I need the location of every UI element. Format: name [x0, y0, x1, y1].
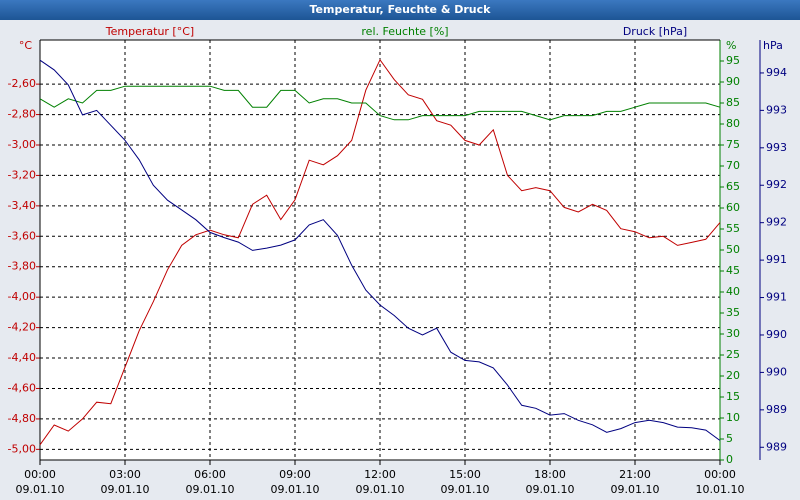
y3-tick-label: 991 — [766, 253, 787, 266]
y-axis-label: Temperatur [°C] — [105, 25, 194, 38]
y-tick-label: -3,60 — [8, 229, 36, 242]
y3-tick-label: 993 — [766, 141, 787, 154]
y2-tick-label: 50 — [726, 243, 740, 256]
y2-tick-label: 40 — [726, 285, 740, 298]
y-tick-label: -4,60 — [8, 381, 36, 394]
y-tick-label: -5,00 — [8, 442, 36, 455]
y3-tick-label: 989 — [766, 403, 787, 416]
y-tick-label: -4,20 — [8, 321, 36, 334]
x-tick-date: 09.01.10 — [356, 483, 405, 496]
y2-tick-label: 30 — [726, 327, 740, 340]
y-tick-label: -4,40 — [8, 351, 36, 364]
y2-tick-label: 60 — [726, 201, 740, 214]
y-tick-label: -3,40 — [8, 199, 36, 212]
y3-tick-label: 992 — [766, 216, 787, 229]
y2-tick-label: 80 — [726, 117, 740, 130]
y-tick-label: -4,80 — [8, 412, 36, 425]
y2-unit: % — [726, 39, 736, 52]
y2-axis-label: rel. Feuchte [%] — [361, 25, 448, 38]
y3-tick-label: 991 — [766, 291, 787, 304]
y2-tick-label: 85 — [726, 96, 740, 109]
x-tick-label: 09:00 — [279, 468, 311, 481]
y3-tick-label: 993 — [766, 103, 787, 116]
series-line — [39, 59, 721, 441]
y-tick-label: -3,20 — [8, 168, 36, 181]
x-tick-label: 00:00 — [704, 468, 736, 481]
series-line — [39, 58, 721, 446]
x-tick-date: 09.01.10 — [611, 483, 660, 496]
y2-tick-label: 95 — [726, 54, 740, 67]
y2-tick-label: 90 — [726, 75, 740, 88]
x-tick-date: 09.01.10 — [16, 483, 65, 496]
y2-tick-label: 5 — [726, 432, 733, 445]
y2-tick-label: 0 — [726, 453, 733, 466]
y3-axis-label: Druck [hPa] — [623, 25, 687, 38]
x-tick-date: 09.01.10 — [441, 483, 490, 496]
y-tick-label: -3,00 — [8, 138, 36, 151]
y2-tick-label: 15 — [726, 390, 740, 403]
x-tick-label: 00:00 — [24, 468, 56, 481]
x-tick-date: 09.01.10 — [101, 483, 150, 496]
y3-tick-label: 992 — [766, 178, 787, 191]
x-tick-label: 12:00 — [364, 468, 396, 481]
y2-tick-label: 65 — [726, 180, 740, 193]
x-tick-date: 09.01.10 — [271, 483, 320, 496]
x-tick-label: 18:00 — [534, 468, 566, 481]
y2-tick-label: 35 — [726, 306, 740, 319]
y2-tick-label: 20 — [726, 369, 740, 382]
y3-tick-label: 994 — [766, 66, 787, 79]
x-tick-date: 09.01.10 — [186, 483, 235, 496]
y2-tick-label: 45 — [726, 264, 740, 277]
y2-tick-label: 25 — [726, 348, 740, 361]
x-tick-label: 06:00 — [194, 468, 226, 481]
y-tick-label: -2,80 — [8, 108, 36, 121]
series-line — [39, 85, 721, 121]
x-tick-label: 15:00 — [449, 468, 481, 481]
y3-tick-label: 990 — [766, 365, 787, 378]
y3-unit: hPa — [763, 39, 783, 52]
y2-tick-label: 55 — [726, 222, 740, 235]
title-bar — [0, 0, 800, 20]
x-tick-label: 03:00 — [109, 468, 141, 481]
x-tick-label: 21:00 — [619, 468, 651, 481]
y2-tick-label: 10 — [726, 411, 740, 424]
y-tick-label: -3,80 — [8, 260, 36, 273]
y-tick-label: -2,60 — [8, 77, 36, 90]
y3-tick-label: 989 — [766, 440, 787, 453]
chart-title: Temperatur, Feuchte & Druck — [310, 3, 492, 16]
y3-tick-label: 990 — [766, 328, 787, 341]
x-tick-date: 10.01.10 — [696, 483, 745, 496]
y-tick-label: -4,00 — [8, 290, 36, 303]
x-tick-date: 09.01.10 — [526, 483, 575, 496]
y-unit: °C — [19, 39, 33, 52]
y2-tick-label: 75 — [726, 138, 740, 151]
y2-tick-label: 70 — [726, 159, 740, 172]
